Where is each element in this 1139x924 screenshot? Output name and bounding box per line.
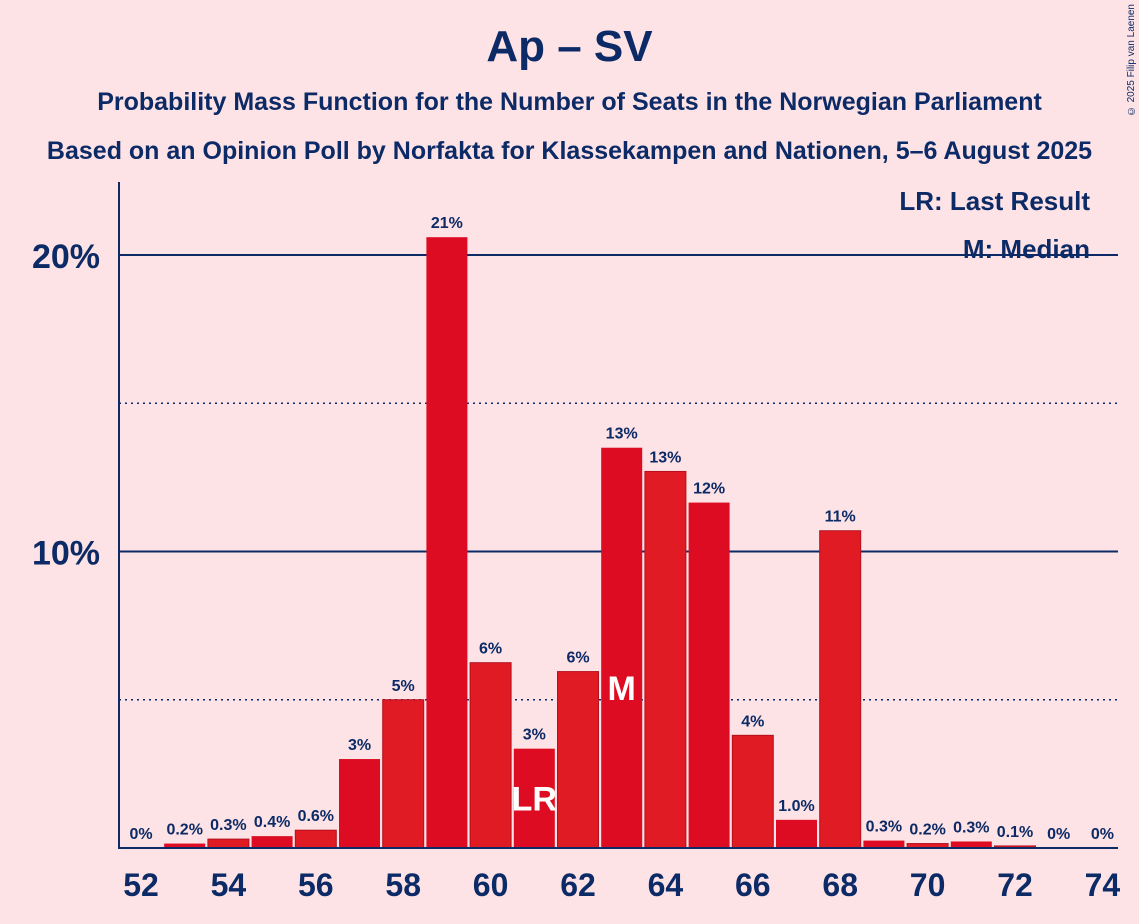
x-tick-label-56: 56 <box>298 867 334 903</box>
data-label-61: 3% <box>523 727 546 744</box>
y-tick-label-10: 10% <box>32 535 100 573</box>
bar-64 <box>644 470 687 849</box>
bar-55 <box>251 836 293 848</box>
median-marker: M <box>608 670 636 708</box>
x-tick-label-66: 66 <box>735 867 771 903</box>
bar-62 <box>557 671 599 849</box>
bar-65 <box>688 502 730 848</box>
bar-61 <box>513 748 555 848</box>
data-label-74: 0% <box>1091 826 1114 843</box>
legend-last-result: LR: Last Result <box>899 186 1090 216</box>
bar-69 <box>863 840 905 848</box>
bar-53 <box>164 843 206 848</box>
bar-57 <box>339 759 380 848</box>
y-tick-label-20: 20% <box>32 238 100 276</box>
bar-60 <box>469 662 512 849</box>
data-label-71: 0.3% <box>953 819 989 836</box>
data-label-62: 6% <box>566 650 589 667</box>
x-tick-label-74: 74 <box>1085 867 1121 903</box>
bar-71 <box>950 841 992 848</box>
data-label-67: 1.0% <box>778 798 814 815</box>
x-tick-label-64: 64 <box>648 867 684 903</box>
data-label-66: 4% <box>741 713 764 730</box>
data-label-63: 13% <box>606 426 638 443</box>
data-label-58: 5% <box>392 678 415 695</box>
x-tick-label-52: 52 <box>123 867 159 903</box>
x-tick-label-54: 54 <box>211 867 247 903</box>
data-label-54: 0.3% <box>210 817 246 834</box>
x-tick-label-60: 60 <box>473 867 509 903</box>
bar-58 <box>382 699 425 849</box>
data-label-65: 12% <box>693 481 725 498</box>
chart-subtitle-2: Based on an Opinion Poll by Norfakta for… <box>46 137 1093 165</box>
x-tick-label-70: 70 <box>910 867 946 903</box>
data-label-56: 0.6% <box>298 808 334 825</box>
bar-66 <box>731 734 774 849</box>
bar-56 <box>294 829 337 849</box>
data-label-59: 21% <box>431 215 463 232</box>
x-tick-label-58: 58 <box>385 867 421 903</box>
data-label-57: 3% <box>348 737 371 754</box>
data-label-55: 0.4% <box>254 814 290 831</box>
data-label-69: 0.3% <box>866 819 902 836</box>
bar-54 <box>207 838 250 849</box>
bar-67 <box>776 819 817 848</box>
data-label-52: 0% <box>129 826 152 843</box>
data-label-53: 0.2% <box>166 822 202 839</box>
x-tick-label-68: 68 <box>822 867 858 903</box>
data-label-72: 0.1% <box>997 824 1033 841</box>
x-tick-label-62: 62 <box>560 867 596 903</box>
data-label-64: 13% <box>649 449 681 466</box>
legend-median: M: Median <box>963 234 1090 264</box>
chart-subtitle-1: Probability Mass Function for the Number… <box>97 88 1042 116</box>
data-label-70: 0.2% <box>909 822 945 839</box>
data-label-68: 11% <box>825 509 856 526</box>
bar-68 <box>819 530 862 849</box>
bar-63 <box>601 447 643 848</box>
bar-59 <box>426 237 468 848</box>
x-tick-label-72: 72 <box>997 867 1033 903</box>
data-label-60: 6% <box>479 641 502 658</box>
chart-title: Ap – SV <box>486 22 653 71</box>
last-result-marker: LR <box>512 780 557 818</box>
data-label-73: 0% <box>1047 826 1070 843</box>
